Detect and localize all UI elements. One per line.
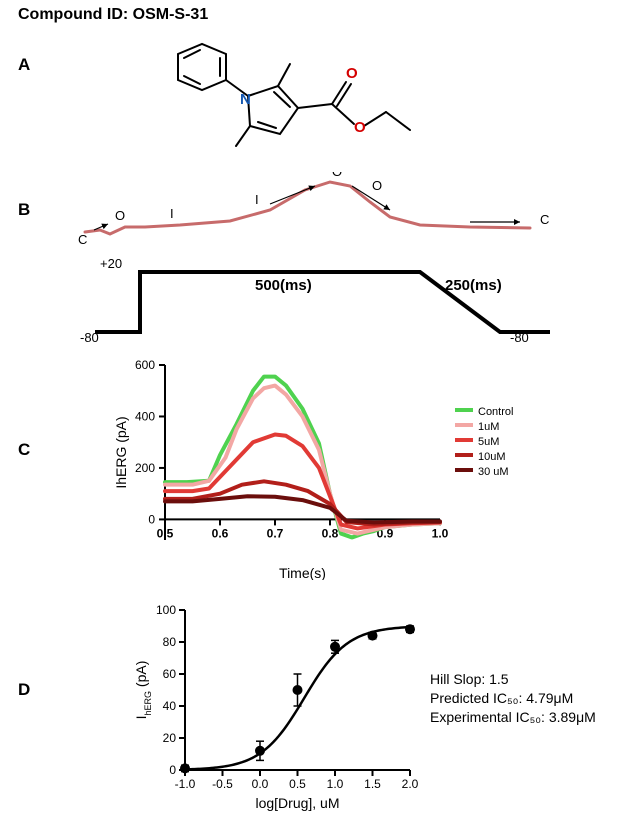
svg-text:250(ms): 250(ms) bbox=[445, 277, 502, 294]
svg-text:O: O bbox=[372, 178, 382, 193]
svg-text:30 uM: 30 uM bbox=[478, 466, 509, 478]
svg-text:C: C bbox=[78, 232, 87, 247]
svg-text:Control: Control bbox=[478, 406, 513, 418]
page-title: Compound ID: OSM-S-31 bbox=[18, 6, 208, 24]
svg-text:500(ms): 500(ms) bbox=[255, 277, 312, 294]
svg-text:20: 20 bbox=[163, 731, 177, 745]
svg-text:1.0: 1.0 bbox=[432, 526, 449, 540]
svg-text:O: O bbox=[346, 65, 358, 82]
svg-text:1uM: 1uM bbox=[478, 421, 499, 433]
svg-text:I: I bbox=[255, 192, 259, 207]
panel-D-annotation: Hill Slop: 1.5 Predicted IC₅₀: 4.79μM Ex… bbox=[430, 670, 596, 727]
panel-A-structure: N O O bbox=[140, 34, 470, 174]
svg-text:0: 0 bbox=[148, 512, 155, 526]
svg-text:100: 100 bbox=[156, 603, 176, 617]
svg-text:200: 200 bbox=[135, 461, 155, 475]
svg-text:O: O bbox=[115, 208, 125, 223]
svg-text:-80: -80 bbox=[80, 330, 99, 342]
svg-text:-1.0: -1.0 bbox=[175, 777, 196, 791]
panel-label-D: D bbox=[18, 680, 30, 700]
predicted-ic50-text: Predicted IC₅₀: 4.79μM bbox=[430, 689, 596, 708]
svg-text:IhERG (pA): IhERG (pA) bbox=[113, 416, 129, 488]
svg-text:400: 400 bbox=[135, 409, 155, 423]
svg-text:O: O bbox=[332, 172, 342, 179]
panel-label-C: C bbox=[18, 440, 30, 460]
svg-text:log[Drug], uM: log[Drug], uM bbox=[255, 795, 339, 811]
svg-text:40: 40 bbox=[163, 699, 177, 713]
svg-text:1.0: 1.0 bbox=[327, 777, 344, 791]
svg-text:0.8: 0.8 bbox=[322, 526, 339, 540]
svg-text:2.0: 2.0 bbox=[402, 777, 419, 791]
svg-text:-80: -80 bbox=[510, 330, 529, 342]
svg-text:0.6: 0.6 bbox=[212, 526, 229, 540]
svg-text:I: I bbox=[170, 206, 174, 221]
svg-text:10uM: 10uM bbox=[478, 451, 506, 463]
svg-text:60: 60 bbox=[163, 667, 177, 681]
hill-slope-text: Hill Slop: 1.5 bbox=[430, 670, 596, 689]
svg-text:5uM: 5uM bbox=[478, 436, 499, 448]
svg-text:+20: +20 bbox=[100, 256, 122, 271]
svg-text:Time(s): Time(s) bbox=[279, 565, 326, 580]
experimental-ic50-text: Experimental IC₅₀: 3.89μM bbox=[430, 708, 596, 727]
svg-text:IhERG (pA): IhERG (pA) bbox=[133, 661, 153, 720]
svg-text:N: N bbox=[240, 91, 251, 108]
svg-text:0: 0 bbox=[169, 763, 176, 777]
svg-text:-0.5: -0.5 bbox=[212, 777, 233, 791]
svg-text:0.5: 0.5 bbox=[157, 526, 174, 540]
panel-C-chart: 02004006000.50.60.70.80.91.0Time(s)IhERG… bbox=[110, 355, 580, 580]
svg-text:600: 600 bbox=[135, 358, 155, 372]
panel-D-chart: 0 20 40 60 80 100 -1.0 -0.5 0.0 0.5 1.0 1.5 2.0 log[D… bbox=[130, 600, 430, 815]
panel-label-A: A bbox=[18, 55, 30, 75]
svg-text:0.7: 0.7 bbox=[267, 526, 284, 540]
svg-text:80: 80 bbox=[163, 635, 177, 649]
panel-B-protocol: C O I I O O C +20 -80 -80 500(ms) 250(ms) bbox=[70, 172, 570, 342]
svg-text:0.0: 0.0 bbox=[252, 777, 269, 791]
panel-label-B: B bbox=[18, 200, 30, 220]
svg-text:C: C bbox=[540, 212, 549, 227]
svg-text:1.5: 1.5 bbox=[364, 777, 381, 791]
svg-text:0.5: 0.5 bbox=[289, 777, 306, 791]
svg-text:O: O bbox=[354, 119, 366, 136]
